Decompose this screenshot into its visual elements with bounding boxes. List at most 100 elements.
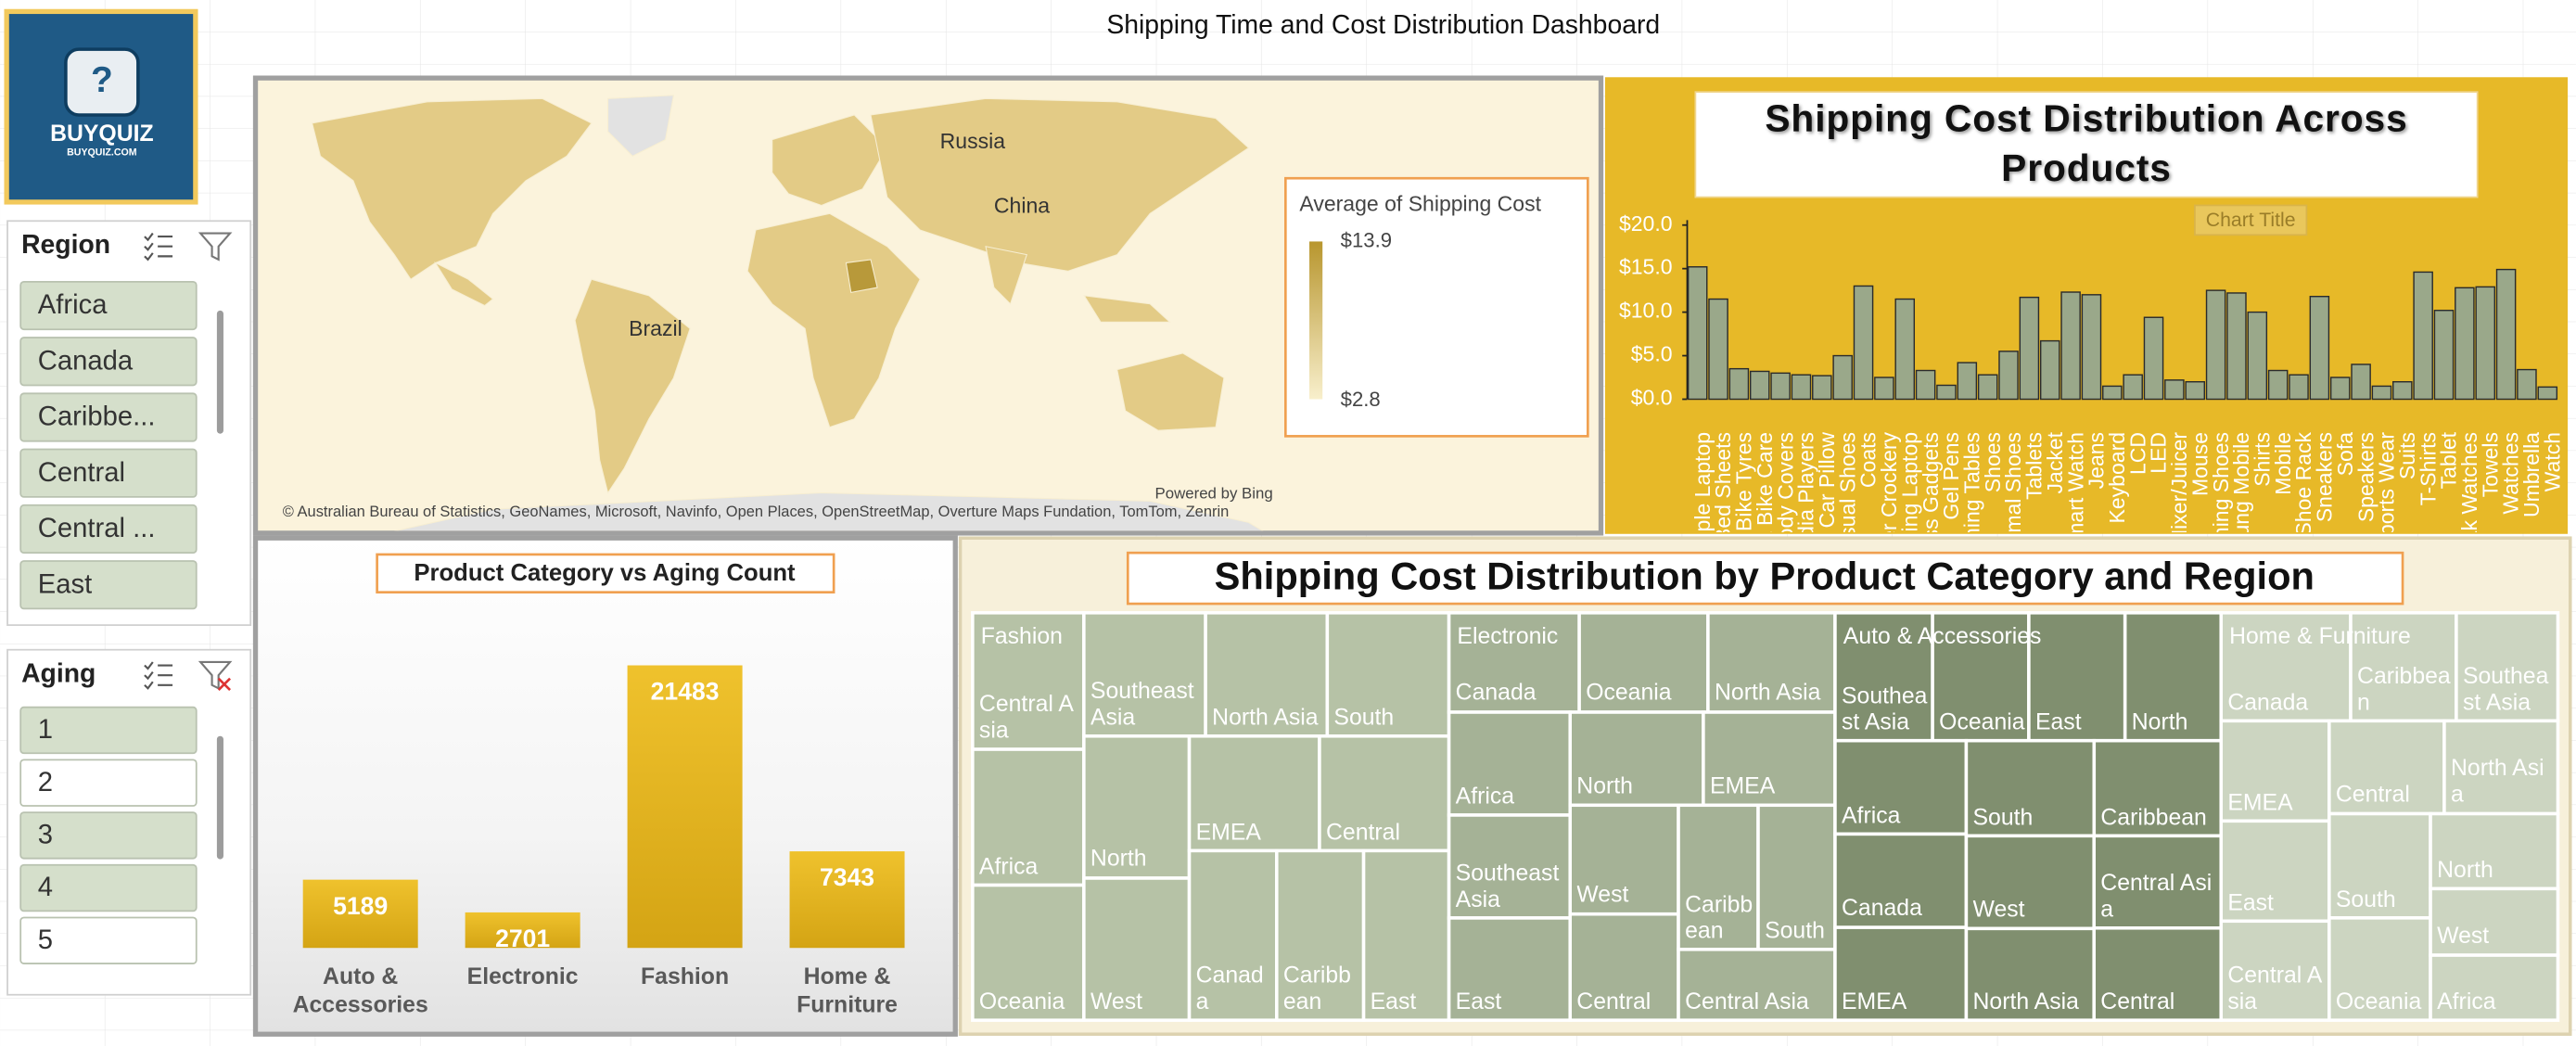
treemap-cell: [971, 747, 1086, 887]
treemap-cell-label-box: Africa: [1842, 801, 1900, 827]
clear-filter-icon[interactable]: [198, 232, 233, 262]
treemap-cell-label: Caribbean: [1685, 889, 1753, 943]
x-tick-label: Bed Sheets: [1711, 432, 1735, 542]
treemap-cell-label: Southeast Asia: [2462, 661, 2549, 715]
treemap-cell-label: Central Asia: [2100, 868, 2213, 922]
legend-gradient: [1309, 241, 1323, 400]
data-label: 5189: [333, 892, 388, 920]
slicer-item[interactable]: [19, 280, 198, 331]
treemap-cell: [1318, 734, 1451, 853]
bar: [1936, 384, 1957, 401]
slicer-item[interactable]: [19, 916, 198, 964]
multi-select-icon[interactable]: [144, 232, 173, 262]
bar: [2351, 364, 2371, 401]
x-tick-label: Car Pillow: [1815, 432, 1839, 529]
y-tick-label: $0.0: [1631, 386, 1673, 410]
x-tick-label: Sneakers: [2313, 432, 2337, 522]
logo-icon: [64, 47, 140, 117]
treemap-cell: [2219, 919, 2331, 1022]
treemap-cell-label-box: South: [2336, 885, 2396, 911]
map-label: Brazil: [629, 316, 682, 340]
x-tick-label: Shoes: [1981, 432, 2005, 492]
x-tick-label: Suits: [2395, 432, 2419, 479]
treemap-cell-label: Caribbean: [2100, 802, 2207, 830]
bar: [2143, 316, 2164, 401]
column: [789, 851, 905, 949]
treemap-cell-label-box: Central Asia: [2227, 961, 2322, 1014]
bar: [2019, 296, 2040, 401]
logo-site: BUYQUIZ.COM: [67, 147, 137, 159]
treemap-cell: [1706, 611, 1837, 714]
treemap-cell-label: EMEA: [1709, 772, 1776, 799]
x-tick-label: Running Shoes: [2209, 432, 2233, 578]
slicer-item[interactable]: [19, 560, 198, 610]
treemap-cell-label-box: Central: [2335, 780, 2410, 808]
x-tick-label: Fitness Gadgets: [1919, 432, 1943, 588]
x-tick-label: Jacket: [2043, 431, 2067, 493]
slicer-item[interactable]: [19, 504, 198, 555]
treemap-cell-label: North Asia: [1972, 987, 2079, 1014]
treemap-cell-label-box: Southeast Asia: [1090, 677, 1194, 730]
slicer-item[interactable]: [19, 706, 198, 755]
slicer-item[interactable]: [19, 448, 198, 498]
treemap-cell-label: North: [1090, 845, 1147, 872]
bar: [2102, 385, 2123, 401]
bar: [2309, 296, 2330, 401]
treemap-cell-label: North: [2437, 855, 2493, 883]
x-tick-label: Shoe Rack: [2291, 431, 2315, 536]
x-tick-label-box: Electronic: [467, 963, 579, 989]
logo-name: BUYQUIZ: [50, 121, 154, 147]
treemap-cell: [2027, 611, 2127, 743]
treemap-cell: [1964, 834, 2097, 931]
x-tick-label-box: Auto & Accessories: [293, 963, 428, 1016]
treemap-group-label: Electronic: [1457, 624, 1558, 649]
x-tick-label: Casual Shoes: [1835, 432, 1859, 565]
treemap-cell-label: Central: [2335, 780, 2410, 808]
treemap-cell-label-box: Central: [1326, 818, 1400, 844]
dashboard-title: Shipping Time and Cost Distribution Dash…: [1106, 10, 1660, 40]
column: [302, 879, 418, 949]
y-tick-label: $5.0: [1631, 342, 1673, 366]
treemap-cell: [1677, 803, 1760, 951]
slicer-item[interactable]: [19, 759, 198, 807]
treemap-cell-label: EMEA: [1195, 817, 1261, 845]
bar: [2185, 381, 2206, 401]
treemap-cell-label: EMEA: [1842, 987, 1907, 1014]
bar: [2226, 292, 2247, 401]
y-tick-label: $15.0: [1619, 255, 1673, 279]
x-tick-label: Bike Tyres: [1732, 432, 1756, 531]
logo-glyph: ?: [91, 60, 113, 100]
slicer-item-label: 1: [38, 715, 53, 745]
bar: [1957, 362, 1978, 401]
slicer-item[interactable]: [19, 811, 198, 860]
treemap-cell: [2455, 611, 2560, 723]
land: [870, 97, 1250, 272]
slicer-item-label: Africa: [38, 290, 108, 320]
treemap-cell-label-box: EMEA: [1709, 772, 1776, 799]
treemap-cell-label: South: [1333, 703, 1395, 730]
treemap-cell-label-box: West: [1576, 881, 1628, 907]
x-tick-label: Umbrella: [2519, 432, 2544, 517]
treemap-cell-label-box: Africa: [2437, 988, 2495, 1014]
legend-title: Average of Shipping Cost: [1299, 192, 1541, 216]
bar: [2289, 374, 2309, 401]
treemap-cell-label: Caribbean: [1282, 961, 1351, 1014]
treemap-cell-label: East: [2227, 887, 2274, 915]
treemap-cell-label: North Asia: [2451, 754, 2544, 808]
treemap-cell-label: West: [2437, 922, 2490, 949]
treemap-cell-label-box: EMEA: [2227, 788, 2292, 814]
x-tick-label: Towels: [2478, 432, 2502, 497]
x-tick-label: LCD: [2125, 432, 2149, 475]
slicer-item[interactable]: [19, 337, 198, 387]
x-tick-label: Speakers: [2353, 432, 2378, 522]
multi-select-icon[interactable]: [144, 661, 173, 690]
x-tick-label: Samsung Mobile: [2229, 432, 2253, 591]
x-tick-label: Tablet: [2437, 431, 2461, 489]
slicer-item[interactable]: [19, 392, 198, 442]
slicer-item[interactable]: [19, 863, 198, 912]
land: [574, 278, 691, 494]
treemap-cell-label-box: South: [1765, 916, 1825, 942]
treemap-cell-label-box: North Asia: [1972, 987, 2079, 1014]
treemap-cell-label: Canada: [1842, 894, 1922, 921]
treemap-cell: [2429, 953, 2560, 1022]
